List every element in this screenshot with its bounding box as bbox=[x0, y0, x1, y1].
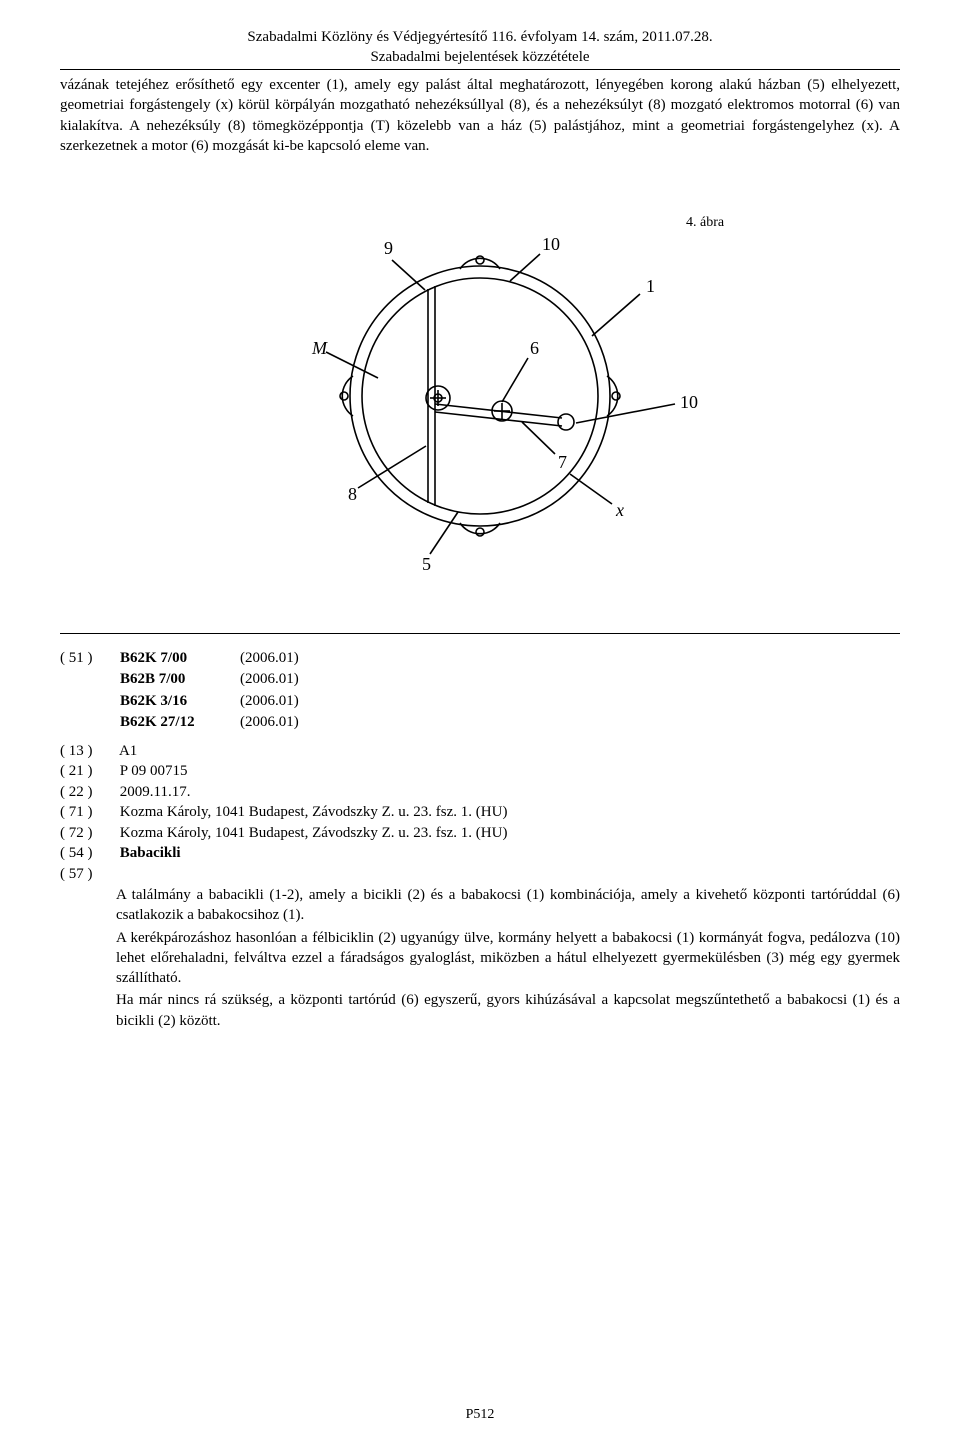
ipc-row: B62K 3/16 (2006.01) bbox=[60, 691, 340, 713]
ipc-inid-code: ( 51 ) bbox=[60, 648, 120, 670]
record-line-72: ( 72 ) Kozma Károly, 1041 Budapest, Závo… bbox=[60, 824, 900, 844]
fig-label-9: 9 bbox=[384, 238, 393, 258]
ipc-inid-code bbox=[60, 669, 120, 691]
record-line-57: ( 57 ) bbox=[60, 865, 900, 885]
record-divider bbox=[60, 633, 900, 634]
ipc-row: ( 51 ) B62K 7/00 (2006.01) bbox=[60, 648, 340, 670]
ipc-inid-code bbox=[60, 691, 120, 713]
record-line-21: ( 21 ) P 09 00715 bbox=[60, 762, 900, 782]
continuation-paragraph: vázának tetejéhez erősíthető egy excente… bbox=[60, 75, 900, 156]
page-number: P512 bbox=[0, 1406, 960, 1424]
fig-label-M: M bbox=[311, 338, 328, 358]
inid-value: 2009.11.17. bbox=[120, 784, 191, 800]
invention-title: Babacikli bbox=[120, 845, 181, 861]
ipc-table: ( 51 ) B62K 7/00 (2006.01) B62B 7/00 (20… bbox=[60, 648, 340, 734]
inid-code: ( 72 ) bbox=[60, 824, 116, 844]
ipc-version: (2006.01) bbox=[240, 712, 340, 734]
record-line-54: ( 54 ) Babacikli bbox=[60, 844, 900, 864]
inid-value: Kozma Károly, 1041 Budapest, Závodszky Z… bbox=[120, 804, 508, 820]
header-line-2: Szabadalmi bejelentések közzététele bbox=[60, 48, 900, 68]
inid-code: ( 21 ) bbox=[60, 762, 116, 782]
figure-caption: 4. ábra bbox=[686, 215, 725, 230]
record-line-13: ( 13 ) A1 bbox=[60, 742, 900, 762]
inid-code: ( 71 ) bbox=[60, 803, 116, 823]
inid-value: P 09 00715 bbox=[120, 763, 188, 779]
ipc-class: B62B 7/00 bbox=[120, 669, 240, 691]
inid-code: ( 13 ) bbox=[60, 742, 116, 762]
abstract-para: A találmány a babacikli (1-2), amely a b… bbox=[116, 885, 900, 926]
fig-label-10-top: 10 bbox=[542, 234, 560, 254]
abstract-para: A kerékpározáshoz hasonlóan a félbicikli… bbox=[116, 928, 900, 989]
figure-svg: 4. ábra 9 10 1 6 10 7 8 5 x M bbox=[220, 186, 740, 586]
fig-label-1: 1 bbox=[646, 276, 655, 296]
fig-label-x: x bbox=[615, 500, 624, 520]
figure-4: 4. ábra 9 10 1 6 10 7 8 5 x M bbox=[60, 186, 900, 593]
header-line-1: Szabadalmi Közlöny és Védjegyértesítő 11… bbox=[60, 28, 900, 48]
ipc-version: (2006.01) bbox=[240, 669, 340, 691]
fig-label-5: 5 bbox=[422, 554, 431, 574]
header-divider bbox=[60, 69, 900, 70]
abstract-para: Ha már nincs rá szükség, a központi tart… bbox=[116, 990, 900, 1031]
inid-code: ( 54 ) bbox=[60, 844, 116, 864]
inid-code: ( 57 ) bbox=[60, 865, 116, 885]
ipc-row: B62B 7/00 (2006.01) bbox=[60, 669, 340, 691]
abstract-text: A találmány a babacikli (1-2), amely a b… bbox=[116, 885, 900, 1031]
record-line-71: ( 71 ) Kozma Károly, 1041 Budapest, Závo… bbox=[60, 803, 900, 823]
inid-value: A1 bbox=[119, 743, 137, 759]
ipc-row: B62K 27/12 (2006.01) bbox=[60, 712, 340, 734]
inid-code: ( 22 ) bbox=[60, 783, 116, 803]
fig-label-7: 7 bbox=[558, 452, 567, 472]
fig-label-10-right: 10 bbox=[680, 392, 698, 412]
inid-value: Kozma Károly, 1041 Budapest, Závodszky Z… bbox=[120, 825, 508, 841]
ipc-class: B62K 3/16 bbox=[120, 691, 240, 713]
fig-label-8: 8 bbox=[348, 484, 357, 504]
record-line-22: ( 22 ) 2009.11.17. bbox=[60, 783, 900, 803]
ipc-class: B62K 7/00 bbox=[120, 648, 240, 670]
ipc-version: (2006.01) bbox=[240, 691, 340, 713]
fig-label-6: 6 bbox=[530, 338, 539, 358]
ipc-inid-code bbox=[60, 712, 120, 734]
ipc-version: (2006.01) bbox=[240, 648, 340, 670]
ipc-class: B62K 27/12 bbox=[120, 712, 240, 734]
